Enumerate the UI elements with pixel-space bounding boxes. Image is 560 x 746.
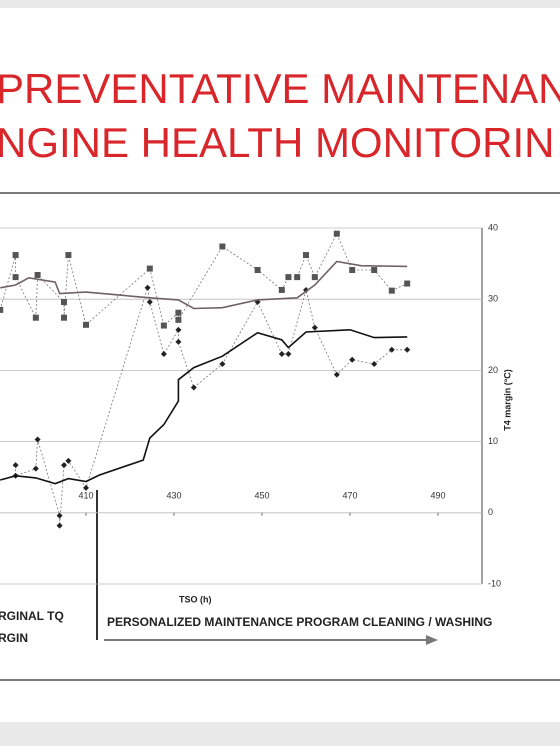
chart-frame (0, 192, 560, 681)
series-line (0, 260, 408, 310)
square-marker (278, 286, 285, 293)
diamond-marker (388, 346, 395, 353)
diamond-marker (371, 360, 378, 367)
square-marker (83, 321, 89, 328)
diamond-marker (146, 299, 153, 306)
series-line (0, 328, 408, 485)
square-marker (0, 306, 4, 313)
x-tick-label: 450 (254, 490, 269, 500)
diamond-marker (83, 484, 89, 491)
diamond-marker (285, 351, 292, 358)
square-marker (349, 267, 356, 274)
annotation: PERSONALIZED MAINTENANCE PROGRAM CLEANIN… (107, 615, 492, 629)
diamond-marker (61, 462, 67, 469)
x-axis-label: TSO (h) (179, 594, 212, 604)
diamond-marker (311, 324, 318, 331)
square-marker (333, 230, 340, 237)
square-marker (146, 265, 153, 272)
diamond-marker (175, 338, 182, 345)
square-marker (219, 243, 226, 250)
diamond-marker (278, 351, 285, 358)
square-marker (34, 271, 41, 278)
diamond-marker (160, 351, 167, 358)
square-marker (371, 267, 378, 274)
title-line: PREVENTATIVE MAINTENANC (0, 65, 560, 112)
slide-background (0, 8, 560, 722)
square-marker (175, 316, 182, 323)
x-tick-label: 410 (78, 490, 93, 500)
y-tick-label: 40 (488, 222, 498, 232)
square-marker (160, 322, 167, 329)
x-tick-label: 490 (430, 490, 445, 500)
diamond-marker (333, 371, 340, 378)
y-tick-label: 20 (488, 365, 498, 375)
y-tick-label: -10 (488, 578, 501, 588)
diamond-marker (12, 462, 19, 469)
diamond-marker (34, 436, 41, 443)
diamond-marker (65, 457, 72, 464)
square-marker (32, 314, 39, 321)
diamond-marker (219, 360, 226, 367)
x-tick-label: 430 (166, 490, 181, 500)
diamond-marker (144, 284, 151, 291)
legend-text: RGINAL TQ (0, 609, 64, 623)
diamond-marker (303, 286, 309, 293)
arrow-head (426, 635, 438, 645)
diamond-marker (56, 522, 63, 529)
diamond-marker (32, 465, 39, 472)
diamond-marker (349, 356, 356, 363)
square-marker (12, 252, 19, 259)
square-marker (65, 252, 72, 259)
square-marker (294, 274, 301, 281)
y-tick-label: 30 (488, 294, 498, 304)
square-marker (175, 309, 182, 316)
square-marker (303, 252, 309, 259)
square-marker (61, 299, 67, 306)
title-line: NGINE HEALTH MONITORIN (0, 119, 555, 166)
diamond-marker (404, 346, 411, 353)
square-marker (285, 274, 292, 281)
square-marker (311, 274, 318, 281)
legend-text: RGIN (0, 631, 28, 645)
square-marker (61, 314, 67, 321)
square-marker (404, 280, 411, 287)
diamond-marker (56, 512, 63, 519)
y-axis-label: T4 margin (°C) (502, 369, 512, 431)
square-marker (12, 274, 19, 281)
y-tick-label: 10 (488, 436, 498, 446)
square-marker (254, 267, 261, 274)
x-tick-label: 470 (342, 490, 357, 500)
square-marker (388, 287, 395, 294)
diamond-marker (190, 384, 197, 391)
y-tick-label: 0 (488, 507, 493, 517)
diamond-marker (175, 326, 182, 333)
series-line (15, 287, 408, 526)
